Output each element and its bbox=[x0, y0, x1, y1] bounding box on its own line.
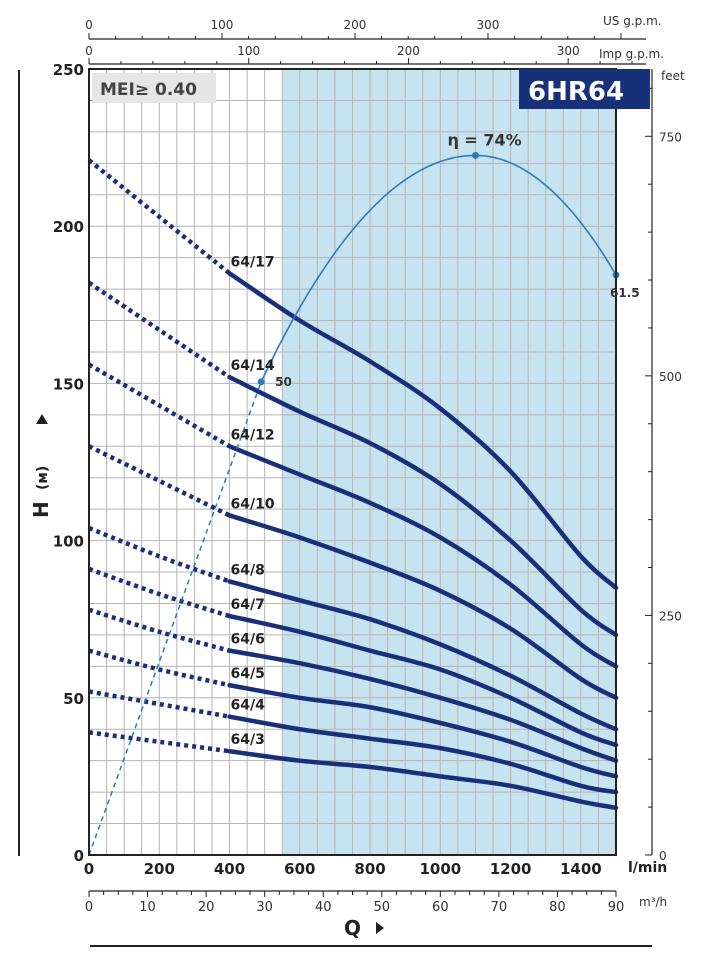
series-label: 64/12 bbox=[231, 427, 275, 443]
series-line bbox=[227, 613, 619, 748]
series-line bbox=[227, 579, 619, 732]
mei-badge-text: MEI≥ 0.40 bbox=[100, 80, 197, 100]
x-tick-label: 200 bbox=[144, 860, 175, 878]
x-imp-gpm-tick-label: 0 bbox=[85, 44, 93, 58]
x-tick-label: 600 bbox=[284, 860, 315, 878]
x-tick-label: 1200 bbox=[490, 860, 532, 878]
series-dotted-line bbox=[88, 689, 230, 719]
x-imp-gpm-tick-label: 300 bbox=[557, 44, 580, 58]
series-dotted-line bbox=[88, 730, 230, 754]
y-tick-label: 50 bbox=[63, 690, 84, 708]
series-dotted-line bbox=[88, 648, 231, 688]
x-axis-unit: l/min bbox=[628, 860, 667, 876]
x-axis-us-gpm-unit: US g.p.m. bbox=[603, 14, 662, 28]
series-label: 64/17 bbox=[231, 254, 275, 270]
x-axis-label: Q bbox=[344, 916, 361, 940]
series-line bbox=[227, 714, 619, 795]
efficiency-point bbox=[257, 378, 265, 386]
series-dotted-line bbox=[88, 566, 231, 619]
series-label: 64/10 bbox=[231, 496, 275, 512]
x-tick-label: 1000 bbox=[419, 860, 461, 878]
efficiency-dashed-line bbox=[88, 381, 262, 856]
y-feet-tick-label: 750 bbox=[659, 130, 682, 144]
x-tick-label: 0 bbox=[84, 860, 94, 878]
x-m3h-tick-label: 10 bbox=[139, 900, 156, 915]
model-title-box bbox=[519, 69, 650, 109]
series-label: 64/5 bbox=[231, 666, 265, 682]
y-axis-arrow-icon bbox=[36, 414, 48, 424]
y-tick-label: 0 bbox=[74, 847, 84, 865]
x-m3h-tick-label: 40 bbox=[315, 900, 332, 915]
x-us-gpm-tick-label: 200 bbox=[344, 18, 367, 32]
plot-frame bbox=[88, 68, 617, 856]
axes bbox=[88, 33, 653, 897]
x-us-gpm-tick-label: 300 bbox=[477, 18, 500, 32]
recommended-range-band bbox=[282, 69, 616, 855]
series-label: 64/3 bbox=[231, 732, 265, 748]
chart-title: 6HR64 bbox=[528, 77, 624, 107]
y-tick-label: 250 bbox=[53, 61, 84, 79]
y-axis-title: H (м) bbox=[29, 414, 53, 518]
efficiency-point bbox=[471, 151, 479, 159]
series-line bbox=[227, 444, 619, 669]
efficiency-end-label: 61.5 bbox=[610, 286, 640, 300]
y-tick-label: 150 bbox=[53, 375, 84, 393]
series-line bbox=[227, 682, 619, 779]
pump-curves bbox=[87, 158, 619, 811]
mei-badge bbox=[92, 73, 216, 103]
efficiency-peak-label: η = 74% bbox=[447, 130, 521, 149]
series-dotted-line bbox=[88, 607, 231, 653]
y-axis-feet-unit: feet bbox=[661, 69, 685, 83]
series-dotted-line bbox=[87, 158, 231, 276]
y-axis-label: H bbox=[29, 501, 53, 518]
x-m3h-tick-label: 50 bbox=[374, 900, 391, 915]
x-m3h-tick-label: 80 bbox=[549, 900, 566, 915]
series-line bbox=[227, 374, 619, 638]
y-tick-label: 200 bbox=[53, 218, 84, 236]
series-line bbox=[227, 271, 619, 591]
y-axis-unit: (м) bbox=[35, 466, 51, 490]
series-dotted-line bbox=[88, 525, 231, 584]
x-m3h-tick-label: 0 bbox=[85, 900, 93, 915]
x-us-gpm-tick-label: 100 bbox=[211, 18, 234, 32]
y-tick-label: 100 bbox=[53, 533, 84, 551]
x-m3h-tick-label: 90 bbox=[608, 900, 625, 915]
series-label: 64/14 bbox=[231, 358, 275, 374]
series-label: 64/4 bbox=[231, 698, 266, 714]
series-dotted-line bbox=[87, 362, 231, 449]
y-feet-tick-label: 0 bbox=[659, 849, 667, 863]
x-axis-m3h-unit: m³/h bbox=[639, 895, 667, 909]
series-dotted-line bbox=[87, 280, 231, 379]
x-m3h-tick-label: 60 bbox=[432, 900, 449, 915]
series-label: 64/8 bbox=[231, 562, 265, 578]
x-m3h-tick-label: 20 bbox=[198, 900, 215, 915]
series-label: 64/7 bbox=[231, 597, 265, 613]
series-line bbox=[227, 648, 619, 763]
y-feet-tick-label: 250 bbox=[659, 609, 682, 623]
efficiency-line bbox=[260, 154, 617, 383]
y-feet-tick-label: 500 bbox=[659, 370, 682, 384]
series-label: 64/6 bbox=[231, 632, 265, 648]
grid-lines bbox=[89, 69, 616, 855]
plot-background bbox=[282, 69, 616, 855]
x-imp-gpm-tick-label: 100 bbox=[237, 44, 260, 58]
x-imp-gpm-tick-label: 200 bbox=[397, 44, 420, 58]
x-tick-label: 400 bbox=[214, 860, 245, 878]
series-line bbox=[227, 748, 619, 811]
efficiency-start-label: 50 bbox=[275, 375, 292, 389]
x-us-gpm-tick-label: 0 bbox=[85, 18, 93, 32]
labels: 64/17 64/14 64/12 64/10 64/8 64/7 64/6 64/5 64/4… bbox=[53, 18, 682, 915]
x-axis-arrow-icon bbox=[376, 922, 384, 934]
x-tick-label: 800 bbox=[354, 860, 385, 878]
x-tick-label: 1400 bbox=[560, 860, 602, 878]
series-line bbox=[227, 513, 619, 701]
x-axis-imp-gpm-unit: Imp g.p.m. bbox=[599, 47, 664, 61]
series-dotted-line bbox=[88, 444, 231, 518]
x-m3h-tick-label: 70 bbox=[491, 900, 508, 915]
x-m3h-tick-label: 30 bbox=[256, 900, 273, 915]
